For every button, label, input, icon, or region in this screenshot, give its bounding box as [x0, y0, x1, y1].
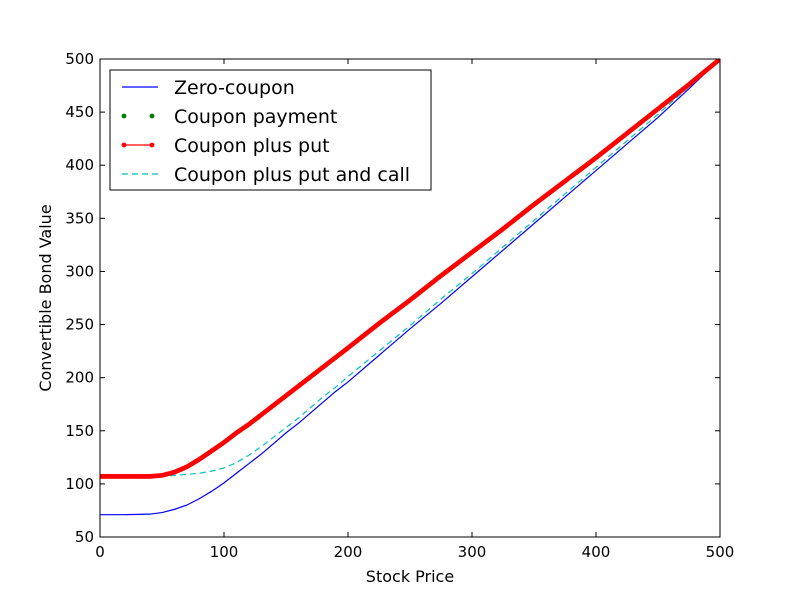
y-tick-label: 50: [75, 528, 94, 546]
legend-swatch: [121, 142, 127, 148]
legend-box: [109, 69, 432, 191]
series-coupon-plus-put: [100, 59, 720, 479]
y-tick-label: 200: [65, 369, 94, 387]
y-tick-label: 150: [65, 422, 94, 440]
series-coupon-plus-put-and-call: [100, 59, 720, 479]
legend-item: Coupon plus put: [121, 135, 330, 157]
x-tick-label: 100: [210, 543, 239, 561]
y-tick-label: 100: [65, 475, 94, 493]
y-tick-label: 350: [65, 209, 94, 227]
x-tick-label: 400: [582, 543, 611, 561]
x-tick-label: 0: [95, 543, 105, 561]
legend-swatch: [149, 113, 155, 119]
legend-item: Coupon plus put and call: [122, 164, 410, 186]
legend-label: Coupon plus put and call: [174, 164, 410, 186]
x-tick-label: 500: [706, 543, 735, 561]
axis-ticks: 0 100 200 300 400 500 50 100 150 200 250 300 350 400 4…: [65, 50, 734, 561]
legend-swatch: [149, 142, 155, 148]
legend-swatch: [121, 113, 127, 119]
plot-frame: [99, 58, 721, 538]
legend-label: Zero-coupon: [174, 77, 295, 99]
series-line: [100, 59, 720, 479]
y-tick-label: 500: [65, 50, 94, 68]
x-axis-label: Stock Price: [366, 567, 454, 586]
y-tick-label: 400: [65, 156, 94, 174]
legend-item: Coupon payment: [121, 106, 337, 128]
legend-label: Coupon plus put: [174, 135, 330, 157]
series-line: [100, 59, 720, 516]
y-axis-label: Convertible Bond Value: [36, 204, 55, 391]
series-point: [716, 59, 720, 63]
series-layer: [100, 59, 720, 516]
y-tick-label: 250: [65, 316, 94, 334]
legend-item: Zero-coupon: [122, 77, 295, 99]
legend: Zero-coupon Coupon payment Coupon plus put…: [109, 69, 432, 191]
y-tick-label: 450: [65, 103, 94, 121]
legend-entries: Zero-coupon Coupon payment Coupon plus put…: [121, 77, 410, 186]
legend-label: Coupon payment: [174, 106, 337, 128]
y-tick-label: 300: [65, 262, 94, 280]
series-zero-coupon: [100, 59, 720, 516]
x-tick-label: 300: [458, 543, 487, 561]
x-tick-label: 200: [334, 543, 363, 561]
